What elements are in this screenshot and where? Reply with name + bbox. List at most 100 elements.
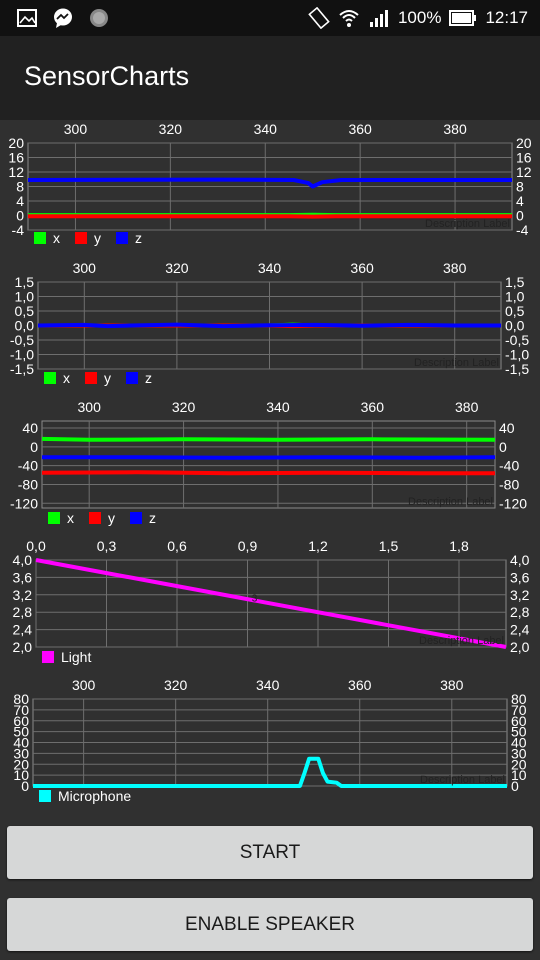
x-tick-label: 340 <box>254 121 278 137</box>
series-line-light <box>35 558 507 649</box>
y-tick-label-left: 10 <box>13 767 29 783</box>
y-tick-label-left: -0,5 <box>10 332 34 348</box>
y-tick-label-right: 4,0 <box>510 552 530 568</box>
y-tick-label-right: 80 <box>511 691 527 707</box>
x-tick-label: 380 <box>443 121 467 137</box>
y-tick-label-right: -120 <box>499 495 527 511</box>
legend-label-z: z <box>135 230 142 246</box>
y-tick-label-left: 3,6 <box>13 569 33 585</box>
y-tick-label-right: -1,5 <box>505 361 529 377</box>
y-tick-label-right: 20 <box>511 756 527 772</box>
x-tick-label: 360 <box>348 121 372 137</box>
description-label: Description Label <box>414 357 499 369</box>
y-tick-label-left: 20 <box>8 135 24 151</box>
enable-speaker-button[interactable]: ENABLE SPEAKER <box>7 898 533 951</box>
y-tick-label-right: 4 <box>516 193 524 209</box>
y-tick-label-left: 40 <box>22 420 38 436</box>
legend-swatch-x <box>48 512 60 524</box>
y-tick-label-left: 50 <box>13 724 29 740</box>
y-tick-label-right: 2,8 <box>510 604 530 620</box>
x-tick-label: 0,0 <box>26 538 46 554</box>
legend-label-z: z <box>149 510 156 526</box>
x-tick-label: 380 <box>455 399 479 415</box>
battery-percent: 100% <box>397 8 442 27</box>
y-tick-label-left: -40 <box>18 458 38 474</box>
legend-swatch-y <box>89 512 101 524</box>
y-tick-label-right: 0,5 <box>505 303 525 319</box>
x-tick-label: 320 <box>159 121 183 137</box>
description-label: Description Label <box>419 635 504 647</box>
signal-icon <box>369 10 388 27</box>
legend-label-x: x <box>63 370 70 386</box>
y-tick-label-right: 2,4 <box>510 622 530 638</box>
description-label: Description Label <box>420 774 505 786</box>
start-button[interactable]: START <box>7 826 533 879</box>
y-tick-label-right: 50 <box>511 724 527 740</box>
y-tick-label-right: 0 <box>511 778 519 794</box>
y-tick-label-right: 70 <box>511 702 527 718</box>
wifi-icon <box>339 10 359 27</box>
plot-frame <box>41 420 496 509</box>
y-tick-label-left: 2,0 <box>13 639 33 655</box>
y-tick-label-left: 12 <box>8 164 24 180</box>
y-tick-label-left: 4 <box>16 193 24 209</box>
x-tick-label: 320 <box>165 260 189 276</box>
y-tick-label-right: 40 <box>511 735 527 751</box>
y-tick-label-left: 1,0 <box>15 289 35 305</box>
y-tick-label-right: 0 <box>516 208 524 224</box>
y-tick-label-right: -4 <box>516 222 529 238</box>
y-tick-label-right: 30 <box>511 745 527 761</box>
y-tick-label-right: 2,0 <box>510 639 530 655</box>
x-tick-label: 0,9 <box>238 538 258 554</box>
x-tick-label: 300 <box>78 399 102 415</box>
legend-swatch-microphone <box>39 790 51 802</box>
y-tick-label-right: 12 <box>516 164 532 180</box>
y-tick-label-left: 2,8 <box>13 604 33 620</box>
legend-label-x: x <box>53 230 60 246</box>
y-tick-label-right: 20 <box>516 135 532 151</box>
x-tick-label: 320 <box>164 677 188 693</box>
y-tick-label-left: 4,0 <box>13 552 33 568</box>
y-tick-label-left: 0,5 <box>15 303 35 319</box>
x-tick-label: 0,6 <box>167 538 187 554</box>
legend-label-z: z <box>145 370 152 386</box>
y-tick-label-left: -120 <box>10 495 38 511</box>
y-tick-label-right: 3,6 <box>510 569 530 585</box>
legend-swatch-light <box>42 651 54 663</box>
app-title: SensorCharts <box>24 61 190 91</box>
legend-label-x: x <box>67 510 74 526</box>
x-tick-label: 300 <box>72 677 96 693</box>
x-tick-label: 1,5 <box>379 538 399 554</box>
x-tick-label: 300 <box>73 260 97 276</box>
y-tick-label-right: -40 <box>499 458 519 474</box>
y-tick-label-right: 0,0 <box>505 318 525 334</box>
x-tick-label: 380 <box>443 260 467 276</box>
description-label: Description Label <box>425 218 510 230</box>
clock: 12:17 <box>485 8 528 27</box>
y-tick-label-left: 70 <box>13 702 29 718</box>
y-tick-label-right: 1,5 <box>505 274 525 290</box>
x-tick-label: 340 <box>256 677 280 693</box>
legend-swatch-z <box>126 372 138 384</box>
y-tick-label-left: 40 <box>13 735 29 751</box>
legend-swatch-x <box>44 372 56 384</box>
x-tick-label: 340 <box>266 399 290 415</box>
legend-swatch-y <box>85 372 97 384</box>
y-tick-label-right: 10 <box>511 767 527 783</box>
y-tick-label-right: 40 <box>499 420 515 436</box>
y-tick-label-left: 0 <box>30 439 38 455</box>
series-line-y <box>41 470 495 476</box>
x-tick-label: 380 <box>440 677 464 693</box>
x-tick-label: 0,3 <box>97 538 117 554</box>
y-tick-label-right: 60 <box>511 713 527 729</box>
legend-swatch-y <box>75 232 87 244</box>
y-tick-label-left: 30 <box>13 745 29 761</box>
x-tick-label: 360 <box>348 677 372 693</box>
y-tick-label-right: -1,0 <box>505 347 529 363</box>
notification-icons <box>16 7 110 29</box>
description-label: Description Label <box>408 496 493 508</box>
y-tick-label-right: 3,2 <box>510 587 530 603</box>
y-tick-label-left: -1,0 <box>10 347 34 363</box>
